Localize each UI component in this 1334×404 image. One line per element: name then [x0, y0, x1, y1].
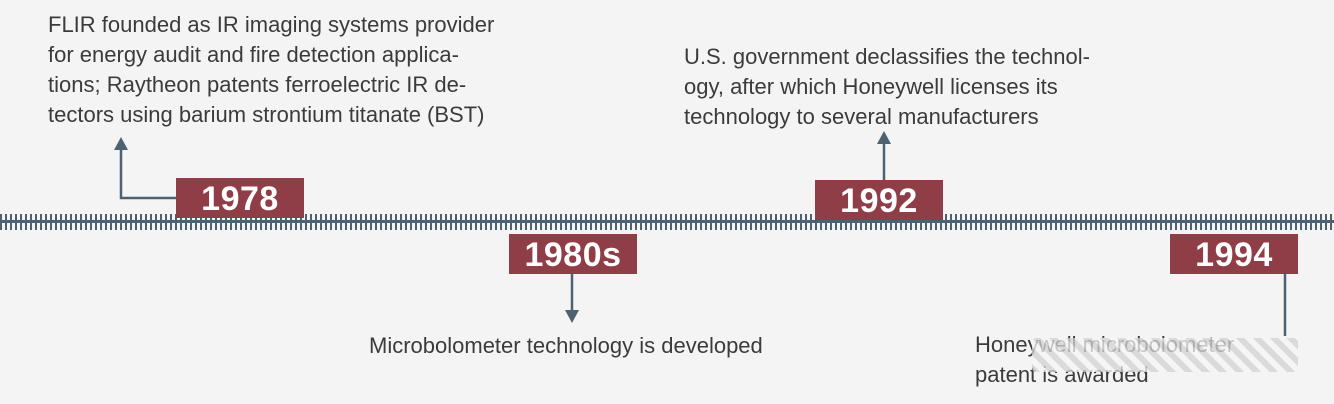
watermark-overlay [1032, 338, 1298, 372]
connector-1978 [114, 137, 178, 200]
event-text-1992: U.S. government declassifies the technol… [684, 44, 1090, 129]
connector-1992 [877, 131, 891, 180]
event-text-1980s: Microbolometer technology is developed [369, 333, 763, 358]
connector-1980s [565, 270, 579, 323]
year-badge-1980s: 1980s [509, 234, 637, 274]
year-badge-1978: 1978 [176, 178, 304, 218]
year-badge-1994: 1994 [1170, 234, 1298, 274]
timeline-axis [0, 214, 1334, 230]
event-text-1978: FLIR founded as IR imaging systems provi… [48, 12, 495, 127]
year-badge-1992: 1992 [815, 180, 943, 220]
